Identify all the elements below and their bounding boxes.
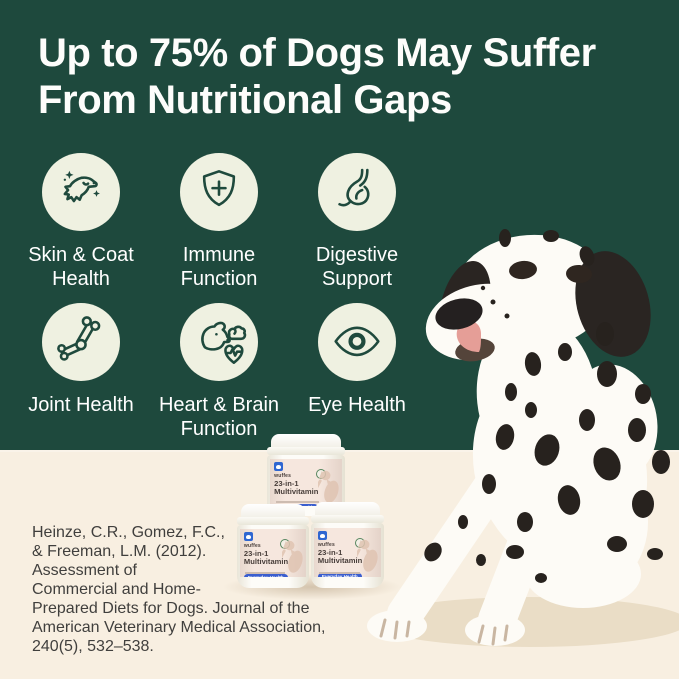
dog-heart-brain-icon — [180, 303, 258, 381]
net-weight-line — [275, 500, 319, 503]
jar-lid — [267, 434, 345, 455]
jar-label: wuffes 23-in-1 Multivitamin Everyday Hea… — [239, 529, 307, 578]
net-weight-line — [319, 572, 360, 574]
benefit-digestive-support: Digestive Support — [288, 153, 426, 303]
product-title: 23-in-1 Multivitamin — [317, 547, 363, 565]
dog-silhouette-icon — [317, 471, 339, 504]
benefit-joint-health: Joint Health — [12, 303, 150, 453]
benefit-label: Immune Function — [180, 244, 258, 290]
brand-name: wuffes — [317, 541, 335, 548]
wuffes-logo-icon — [274, 462, 284, 472]
jar-lid — [311, 502, 384, 523]
benefit-immune-function: Immune Function — [150, 153, 288, 303]
benefits-grid: Skin & Coat Health Immune Function D — [12, 153, 426, 453]
dalmatian-dog-photo — [367, 229, 679, 647]
shield-plus-icon — [180, 153, 258, 231]
dog-silhouette-icon — [357, 539, 378, 572]
product-badge: Everyday Health — [243, 574, 288, 578]
dog-sparkle-icon — [42, 153, 120, 231]
product-title: 23-in-1 Multivitamin — [243, 549, 289, 567]
product-jar: wuffes 23-in-1 Multivitamin Everyday Hea… — [311, 502, 384, 588]
citation-text: Heinze, C.R., Gomez, F.C., & Freeman, L.… — [32, 524, 326, 655]
brand-name: wuffes — [274, 473, 292, 480]
wuffes-logo-icon — [243, 532, 253, 542]
wuffes-logo-icon — [317, 530, 327, 540]
jar-body: wuffes 23-in-1 Multivitamin Everyday Hea… — [311, 523, 384, 588]
brand-name: wuffes — [243, 543, 261, 550]
eye-icon — [318, 303, 396, 381]
benefit-label: Digestive Support — [315, 244, 399, 290]
product-jar: wuffes 23-in-1 Multivitamin Everyday Hea… — [237, 504, 309, 588]
bone-joint-icon — [42, 303, 120, 381]
jar-label: wuffes 23-in-1 Multivitamin Everyday Hea… — [270, 459, 342, 506]
benefit-label: Skin & Coat Health — [28, 244, 134, 290]
benefit-eye-health: Eye Health — [288, 303, 426, 453]
product-badge: Everyday Health — [317, 572, 362, 577]
jar-body: wuffes 23-in-1 Multivitamin Everyday Hea… — [237, 525, 309, 588]
benefit-skin-coat-health: Skin & Coat Health — [12, 153, 150, 303]
net-weight-line — [245, 572, 285, 575]
jar-label: wuffes 23-in-1 Multivitamin Everyday Hea… — [313, 527, 382, 577]
product-title: 23-in-1 Multivitamin — [274, 479, 319, 497]
stomach-icon — [318, 153, 396, 231]
dog-silhouette-icon — [282, 541, 303, 574]
benefit-label: Eye Health — [308, 394, 406, 416]
headline: Up to 75% of Dogs May Suffer From Nutrit… — [38, 31, 596, 122]
benefit-heart-brain-function: Heart & Brain Function — [150, 303, 288, 453]
benefit-label: Joint Health — [28, 394, 134, 416]
jar-lid — [237, 504, 309, 525]
benefit-label: Heart & Brain Function — [158, 394, 280, 440]
